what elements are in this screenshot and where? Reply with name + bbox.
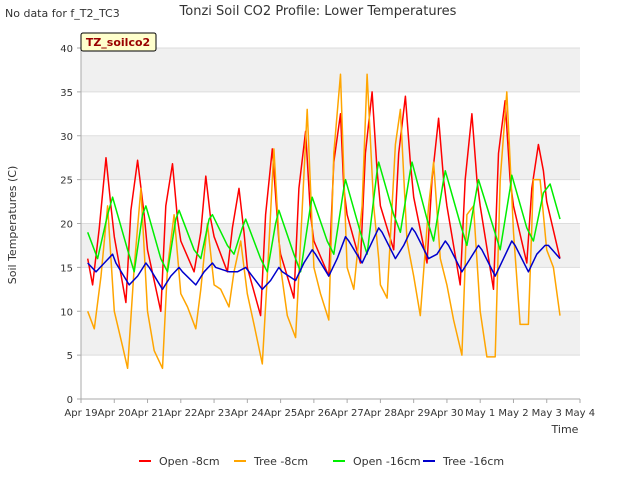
x-tick-label: Apr 27 xyxy=(331,408,364,419)
x-tick-label: May 4 xyxy=(565,408,595,419)
grid-band xyxy=(81,135,580,180)
x-tick-label: Apr 29 xyxy=(397,408,430,419)
y-tick-label: 10 xyxy=(60,307,73,318)
y-axis-label: Soil Temperatures (C) xyxy=(6,166,19,285)
x-tick-label: Apr 28 xyxy=(364,408,397,419)
series-line-tree-8cm xyxy=(86,73,561,370)
y-tick-label: 0 xyxy=(67,395,73,406)
x-tick-label: Apr 25 xyxy=(264,408,297,419)
x-tick-label: Apr 24 xyxy=(231,408,264,419)
legend-item-open-8cm-label: Open -8cm xyxy=(159,455,220,468)
grid-lines xyxy=(81,47,580,400)
grid-band xyxy=(81,48,580,92)
series-lines xyxy=(86,73,561,370)
dataset-badge-label: TZ_soilco2 xyxy=(86,36,150,49)
x-axis-ticks: Apr 19 Apr 20 Apr 21 Apr 22 Apr 23 Apr 24 Apr … xyxy=(64,399,595,419)
y-tick-label: 30 xyxy=(60,132,73,143)
x-tick-label: Apr 26 xyxy=(297,408,330,419)
y-tick-label: 25 xyxy=(60,176,73,187)
x-tick-label: May 1 xyxy=(465,408,495,419)
x-tick-label: Apr 20 xyxy=(98,408,131,419)
x-tick-label: Apr 19 xyxy=(64,408,97,419)
y-tick-label: 35 xyxy=(60,88,73,99)
y-tick-label: 15 xyxy=(60,263,73,274)
y-tick-label: 20 xyxy=(60,220,73,231)
x-axis-label: Time xyxy=(551,423,579,436)
dataset-badge: TZ_soilco2 xyxy=(80,32,157,52)
x-tick-label: Apr 21 xyxy=(131,408,164,419)
x-tick-label: Apr 23 xyxy=(197,408,230,419)
chart-title: Tonzi Soil CO2 Profile: Lower Temperatur… xyxy=(179,4,457,19)
legend-item-tree-16cm-label: Tree -16cm xyxy=(442,455,504,468)
y-tick-label: 5 xyxy=(67,351,73,362)
legend-item-open-16cm-label: Open -16cm xyxy=(353,455,421,468)
x-tick-label: May 2 xyxy=(498,408,528,419)
y-tick-label: 40 xyxy=(60,44,73,55)
legend: Open -8cm Tree -8cm Open -16cm Tree -16cm xyxy=(139,455,504,468)
x-tick-label: Apr 22 xyxy=(164,408,197,419)
legend-item-tree-8cm-label: Tree -8cm xyxy=(253,455,308,468)
grid-band xyxy=(81,311,580,356)
no-data-note: No data for f_T2_TC3 xyxy=(5,7,120,20)
y-axis-ticks: 0 5 10 15 20 25 30 35 40 xyxy=(60,44,81,406)
x-tick-label: May 3 xyxy=(532,408,562,419)
series-line-tree-16cm xyxy=(87,227,561,291)
series-line-open-16cm xyxy=(86,161,561,273)
x-tick-label: Apr 30 xyxy=(430,408,463,419)
